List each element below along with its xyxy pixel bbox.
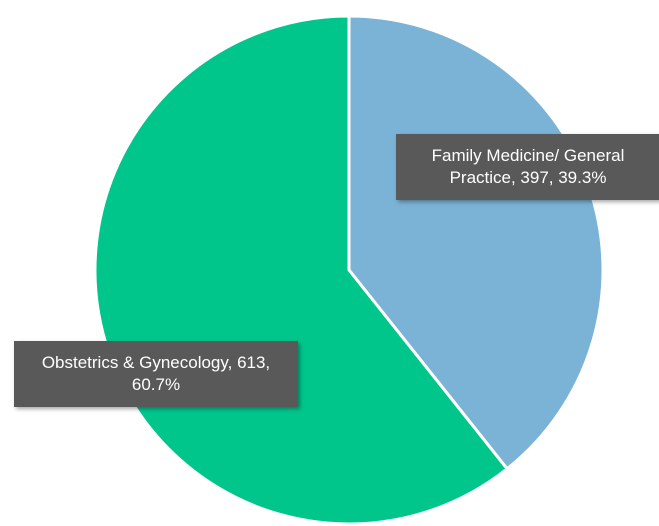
data-label: Family Medicine/ General Practice, 397, … <box>396 134 659 200</box>
data-label: Obstetrics & Gynecology, 613, 60.7% <box>14 341 298 407</box>
